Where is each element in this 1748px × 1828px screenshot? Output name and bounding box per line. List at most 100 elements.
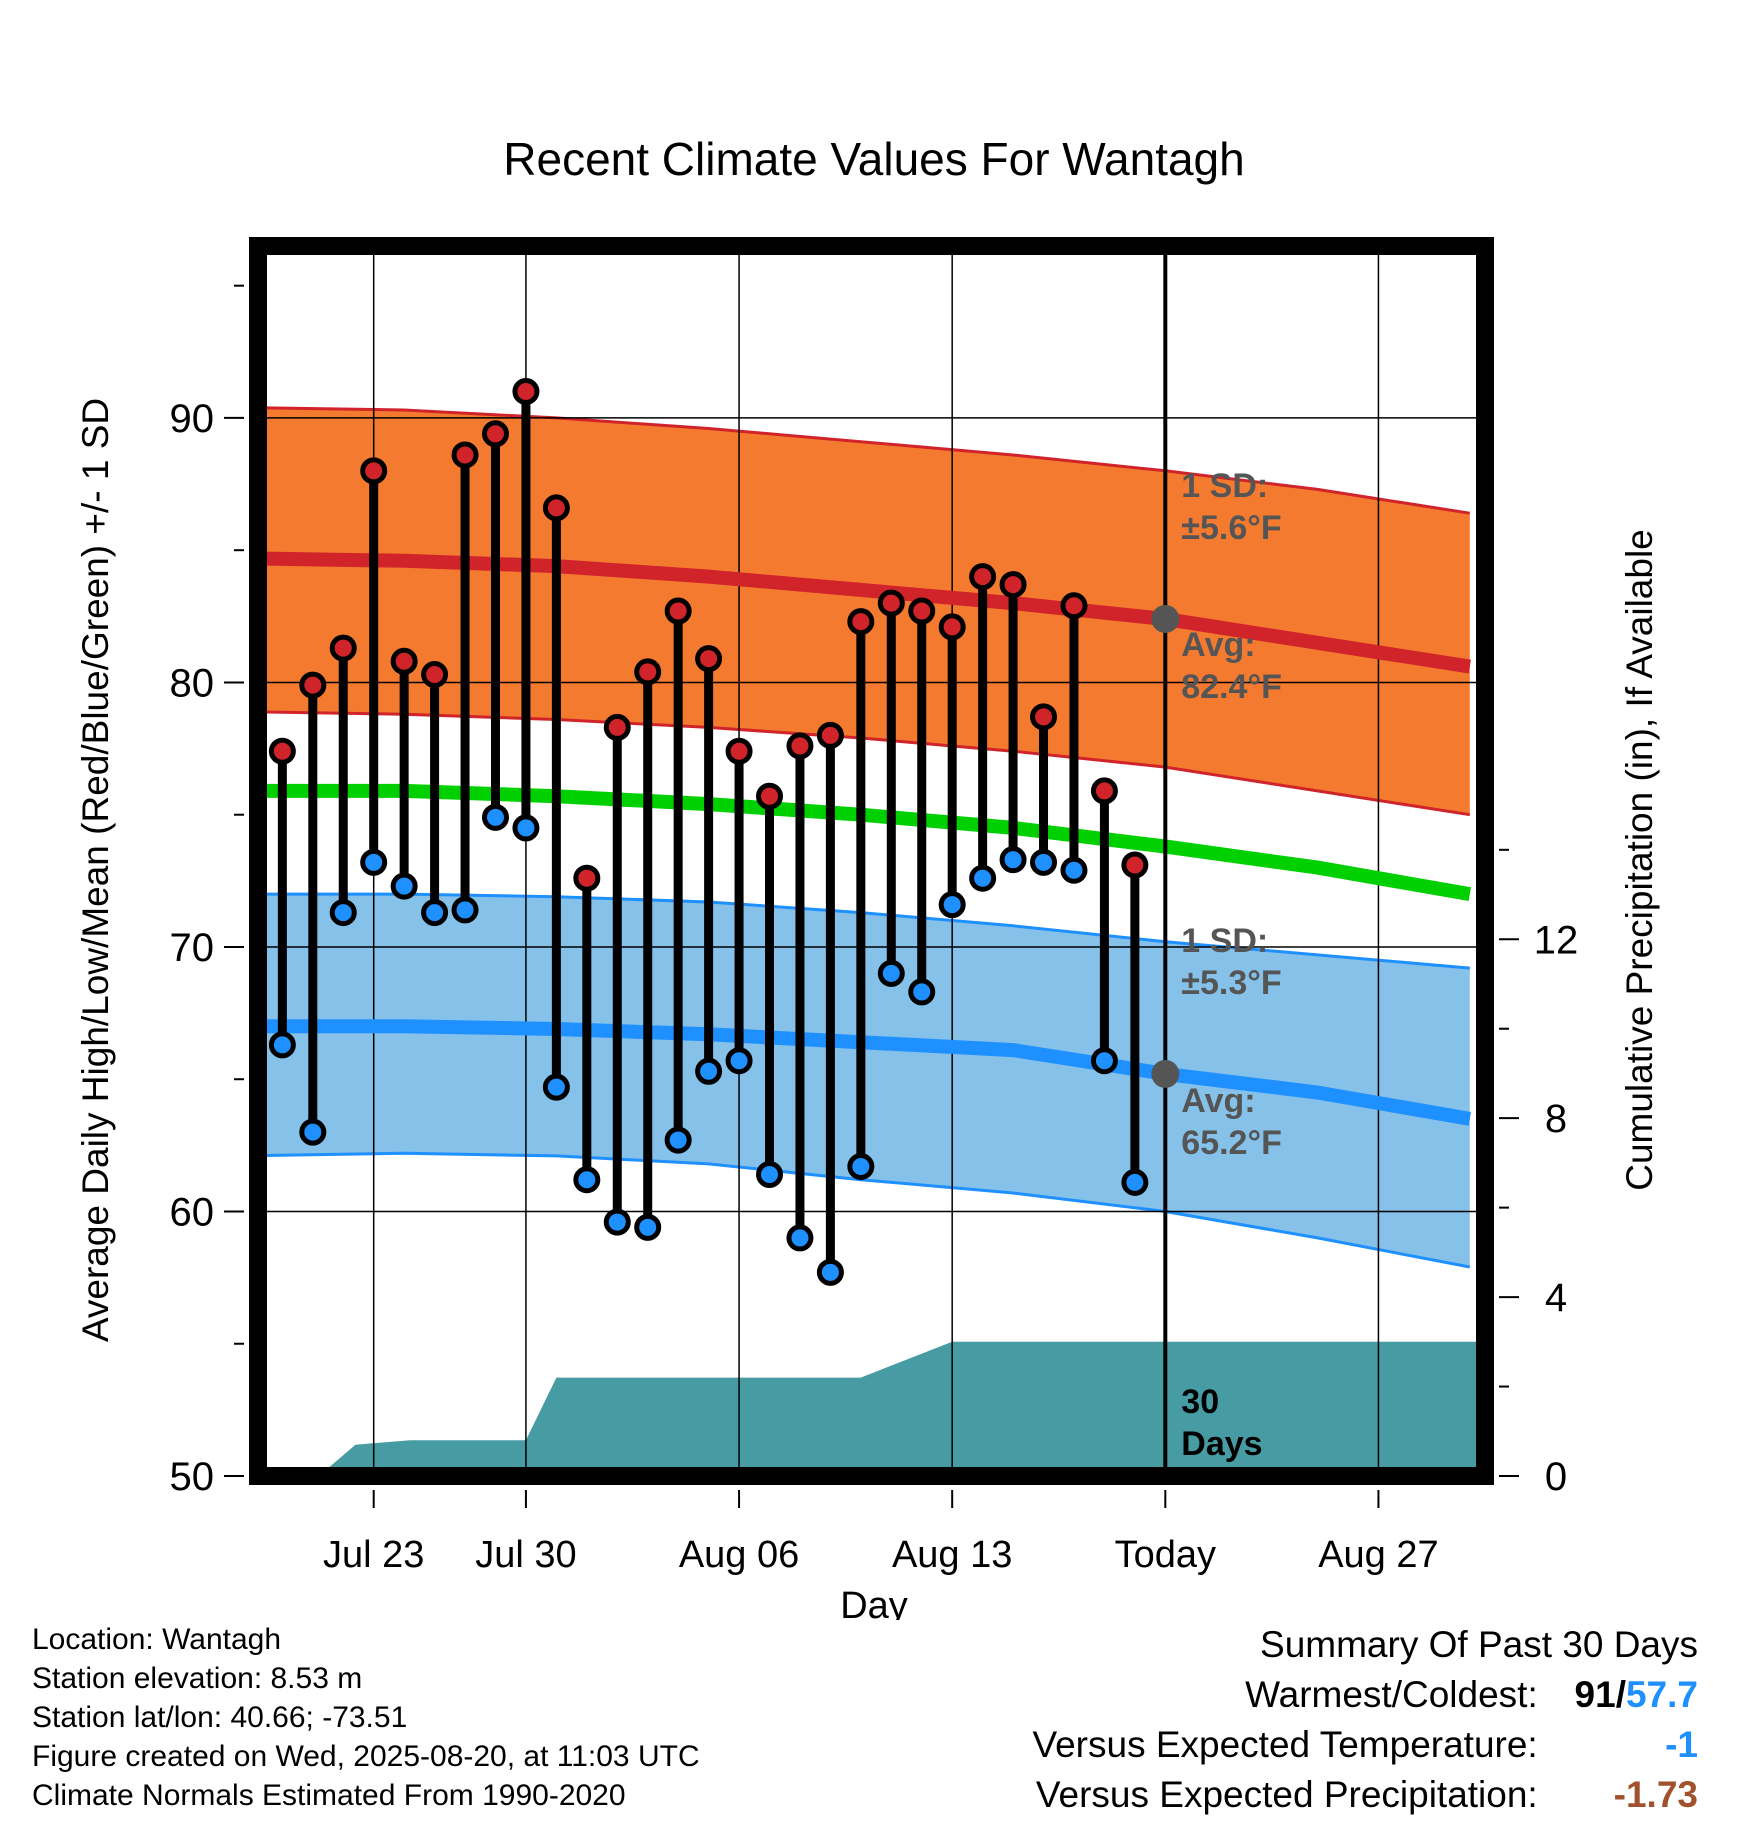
climate-chart: Recent Climate Values For Wantagh 1 SD: ±… [75, 133, 1660, 1620]
daily-low-point [512, 814, 540, 842]
high-avg-annotation-line-2: 82.4°F [1181, 668, 1282, 706]
x-tick-label: Jul 23 [323, 1534, 424, 1576]
daily-high-point [725, 737, 753, 765]
daily-high-point [938, 613, 966, 641]
y-tick-label: 80 [170, 661, 215, 705]
plot-area: 1 SD: ±5.6°F Avg: 82.4°F 1 SD: ±5.3°F Avg: 65.2… [170, 237, 1579, 1576]
low-avg-annotation-line-1: Avg: [1181, 1082, 1255, 1120]
y-tick-label: 70 [170, 926, 215, 970]
x-tick-label: Aug 27 [1318, 1534, 1438, 1576]
low-sd-annotation-line-1: 1 SD: [1181, 922, 1268, 960]
daily-low-point [603, 1208, 631, 1236]
daily-low-point [451, 896, 479, 924]
daily-high-point [816, 721, 844, 749]
x-tick-label: Aug 06 [679, 1534, 799, 1576]
daily-high-point [969, 563, 997, 591]
today-high-avg-marker [1151, 604, 1180, 633]
warmest-coldest-value: 91/57.7 [1574, 1674, 1698, 1715]
low-sd-annotation-line-2: ±5.3°F [1181, 964, 1281, 1002]
summary-panel: Summary Of Past 30 Days Warmest/Coldest:… [1032, 1620, 1698, 1820]
daily-low-point [299, 1118, 327, 1146]
precip-value: -1.73 [1613, 1774, 1698, 1815]
daily-high-point [421, 661, 449, 689]
daily-low-point [634, 1213, 662, 1241]
daily-low-point [573, 1166, 601, 1194]
daily-low-point [268, 1031, 296, 1059]
daily-low-point [421, 899, 449, 927]
daily-high-point [542, 494, 570, 522]
x-tick-label: Aug 13 [892, 1534, 1012, 1576]
y-tick-label: 60 [170, 1190, 215, 1234]
daily-low-point [816, 1258, 844, 1286]
chart-title: Recent Climate Values For Wantagh [503, 133, 1244, 185]
daily-high-point [634, 658, 662, 686]
daily-low-point [1090, 1047, 1118, 1075]
daily-high-point [299, 671, 327, 699]
x-tick-label: Jul 30 [475, 1534, 576, 1576]
precip-days-annotation-line-2: Days [1181, 1425, 1262, 1463]
y2-axis-label: Cumulative Precipitation (in), If Availa… [1619, 529, 1660, 1191]
info-location: Location: Wantagh [32, 1623, 282, 1656]
daily-low-point [847, 1153, 875, 1181]
y-axis-label: Average Daily High/Low/Mean (Red/Blue/Gr… [75, 398, 116, 1342]
today-low-avg-marker [1151, 1059, 1180, 1088]
daily-low-point [908, 978, 936, 1006]
temp-value: -1 [1665, 1724, 1698, 1765]
low-avg-annotation-line-2: 65.2°F [1181, 1124, 1282, 1162]
daily-low-point [969, 864, 997, 892]
y2-tick-label: 0 [1545, 1455, 1567, 1499]
x-axis-label: Day [840, 1585, 908, 1620]
daily-high-point [268, 737, 296, 765]
daily-low-point [542, 1073, 570, 1101]
precip-label: Versus Expected Precipitation: [1035, 1774, 1538, 1815]
plot-frame [249, 237, 1494, 1485]
daily-low-point [786, 1224, 814, 1252]
daily-high-point [1030, 703, 1058, 731]
daily-high-point [664, 597, 692, 625]
info-latlon: Station lat/lon: 40.66; -73.51 [32, 1701, 408, 1734]
daily-high-point [329, 634, 357, 662]
daily-high-point [786, 732, 814, 760]
daily-low-point [664, 1126, 692, 1154]
high-sd-annotation-line-1: 1 SD: [1181, 467, 1268, 505]
daily-high-point [1121, 851, 1149, 879]
daily-high-point [1090, 777, 1118, 805]
daily-high-point [999, 571, 1027, 599]
daily-low-point [360, 848, 388, 876]
y2-tick-label: 12 [1534, 918, 1579, 962]
summary-warmest-row: Warmest/Coldest: 91/57.7 [1032, 1670, 1698, 1720]
daily-high-point [695, 645, 723, 673]
daily-high-point [573, 864, 601, 892]
mean-line [258, 783, 1471, 901]
daily-low-point [481, 803, 509, 831]
y-tick-label: 50 [170, 1455, 215, 1499]
precip-days-annotation-line-1: 30 [1181, 1383, 1219, 1421]
daily-high-point [451, 441, 479, 469]
daily-high-point [908, 597, 936, 625]
y2-tick-label: 8 [1545, 1097, 1567, 1141]
precip-area [318, 1341, 1485, 1476]
daily-high-point [847, 608, 875, 636]
x-tick-label: Today [1115, 1534, 1216, 1576]
daily-high-point [603, 713, 631, 741]
daily-low-point [1121, 1168, 1149, 1196]
daily-high-point [877, 589, 905, 617]
daily-low-point [390, 872, 418, 900]
summary-precip-row: Versus Expected Precipitation: -1.73 [1032, 1770, 1698, 1820]
y-tick-label: 90 [170, 397, 215, 441]
summary-title: Summary Of Past 30 Days [1260, 1624, 1698, 1665]
high-mean-line [258, 551, 1471, 674]
y2-tick-label: 4 [1545, 1276, 1567, 1320]
daily-low-point [725, 1047, 753, 1075]
daily-high-point [512, 377, 540, 405]
summary-temp-row: Versus Expected Temperature: -1 [1032, 1720, 1698, 1770]
plot-inner: 1 SD: ±5.6°F Avg: 82.4°F 1 SD: ±5.3°F Avg: 65.2… [258, 246, 1485, 1476]
info-normals: Climate Normals Estimated From 1990-2020 [32, 1779, 626, 1812]
daily-high-point [1060, 592, 1088, 620]
info-elevation: Station elevation: 8.53 m [32, 1662, 363, 1695]
temp-label: Versus Expected Temperature: [1032, 1724, 1538, 1765]
daily-low-point [999, 846, 1027, 874]
daily-low-point [1030, 848, 1058, 876]
coldest-value: 57.7 [1625, 1674, 1698, 1715]
warmest-label: Warmest/Coldest: [1245, 1674, 1538, 1715]
